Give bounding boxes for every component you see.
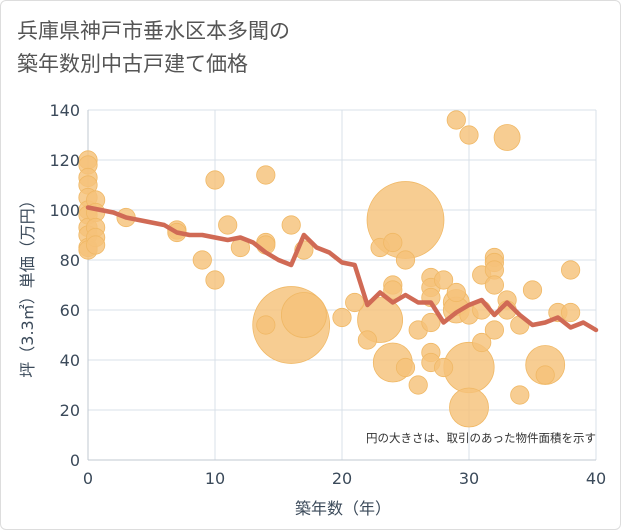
data-bubble [434, 270, 454, 290]
data-bubble [395, 250, 416, 270]
line-layer [85, 205, 599, 333]
data-bubble [383, 280, 403, 300]
y-tick-label: 60 [60, 301, 80, 320]
y-tick-label: 40 [60, 351, 80, 370]
data-bubble [561, 302, 581, 323]
data-bubble [280, 292, 327, 338]
data-bubble [332, 307, 352, 328]
data-bubble [434, 357, 454, 378]
data-bubble [522, 280, 543, 300]
data-bubble [86, 235, 106, 255]
data-bubble [345, 292, 365, 313]
chart-title: 兵庫県神戸市垂水区本多聞の 築年数別中古戸建て価格 [17, 15, 290, 81]
bubble-size-note: 円の大きさは、取引のあった物件面積を示す [366, 431, 596, 445]
data-bubble [408, 375, 428, 395]
data-bubble [205, 170, 225, 190]
data-bubble [256, 315, 276, 335]
x-tick-label: 30 [459, 469, 479, 488]
data-bubble [192, 250, 212, 270]
y-tick-label: 140 [49, 101, 80, 120]
data-bubble [561, 260, 581, 280]
y-tick-label: 120 [49, 151, 80, 170]
data-bubble [484, 275, 504, 295]
data-bubble [484, 320, 504, 340]
data-bubble [421, 312, 441, 333]
y-tick-label: 100 [49, 201, 80, 220]
y-tick-label: 80 [60, 251, 80, 270]
data-bubble [459, 125, 479, 145]
bubble-layer [78, 110, 581, 428]
data-bubble [493, 124, 521, 151]
data-bubble [446, 282, 466, 303]
data-bubble [357, 330, 377, 350]
y-tick-label: 20 [60, 401, 80, 420]
average-price-line [85, 205, 599, 333]
y-tick-label: 0 [70, 451, 80, 470]
x-tick-label: 20 [332, 469, 352, 488]
data-bubble [281, 215, 301, 235]
data-bubble [256, 165, 276, 185]
data-bubble [446, 110, 466, 130]
data-bubble [510, 385, 530, 405]
data-bubble [205, 270, 225, 290]
x-tick-label: 40 [586, 469, 606, 488]
x-tick-label: 0 [83, 469, 93, 488]
chart-title-line2: 築年数別中古戸建て価格 [17, 52, 248, 76]
data-bubble [472, 332, 492, 353]
grid-lines [87, 109, 597, 461]
data-bubble [383, 232, 403, 253]
y-axis-label: 坪（3.3㎡）単価（万円） [18, 192, 37, 377]
x-axis-label: 築年数（年） [295, 499, 391, 518]
tick-labels: 0 20 40 60 80 100 120 140 0 10 20 30 40 [49, 101, 606, 488]
x-tick-label: 10 [205, 469, 225, 488]
data-bubble [449, 387, 489, 428]
data-bubble [218, 215, 238, 235]
data-bubble [535, 365, 555, 385]
chart-title-line1: 兵庫県神戸市垂水区本多聞の [17, 19, 290, 43]
data-bubble [395, 357, 416, 378]
